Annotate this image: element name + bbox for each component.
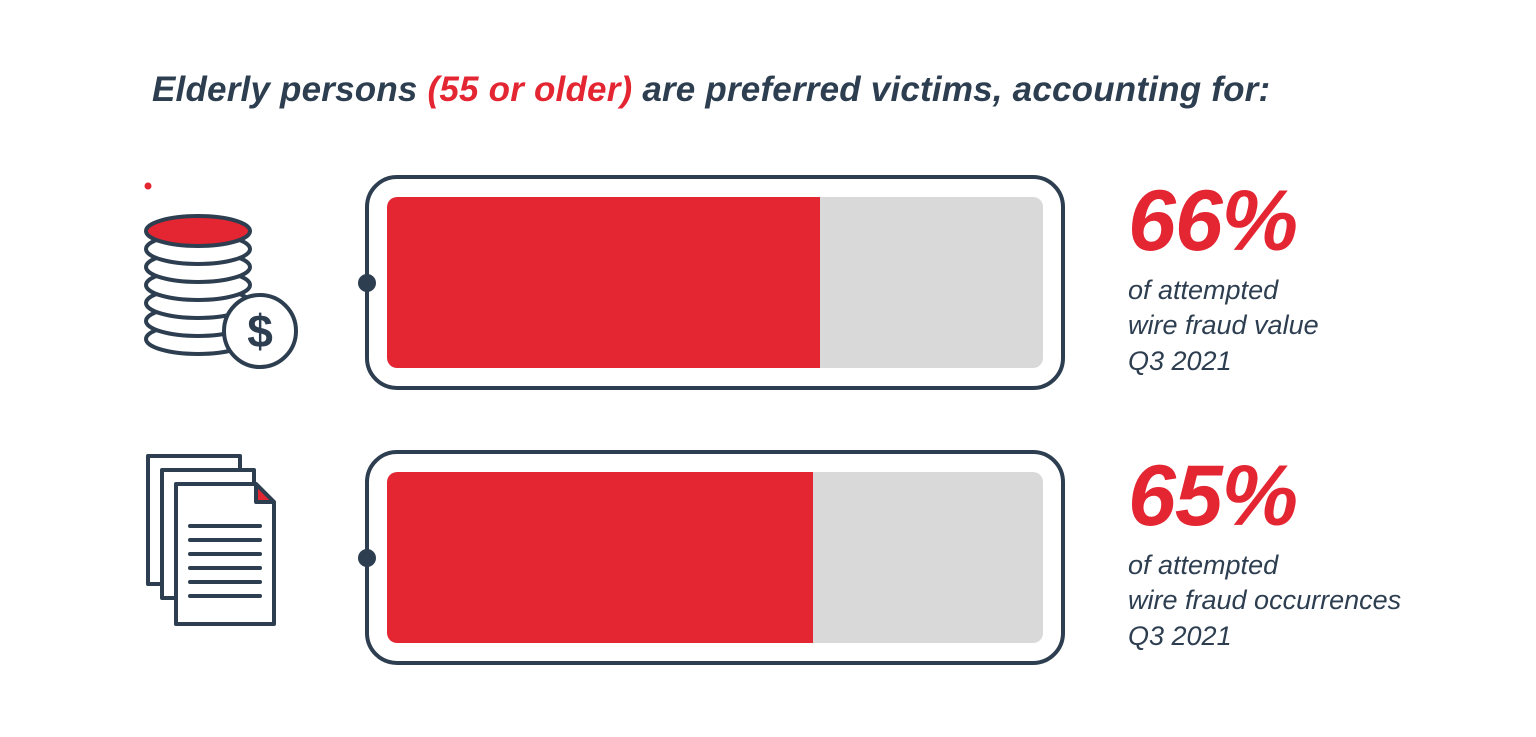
- documents-icon: [140, 452, 312, 634]
- bar-connector-dot: [358, 548, 376, 567]
- stat-percent-value: 66%: [1128, 173, 1298, 269]
- bar-fill-value: [387, 197, 820, 368]
- title-suffix: are preferred victims, accounting for:: [632, 70, 1271, 109]
- coin-stack-dollar-svg: $: [144, 182, 298, 369]
- stat-label-value: of attempted wire fraud value Q3 2021: [1128, 274, 1319, 376]
- stat-percent-occurrences: 65%: [1128, 448, 1298, 544]
- stat-text-occurrences: 65% of attempted wire fraud occurrences …: [1128, 448, 1402, 655]
- stat-label-occurrences: of attempted wire fraud occurrences Q3 2…: [1128, 549, 1402, 651]
- bar-connector-dot: [358, 273, 376, 292]
- stat-text-value: 66% of attempted wire fraud value Q3 202…: [1128, 173, 1319, 380]
- stat-row-wire-fraud-value: $ 66% of attempted wire fraud value Q3 2…: [0, 175, 1536, 390]
- coin-stack-dollar-icon: $: [136, 179, 316, 379]
- progress-bar-value: [358, 175, 1065, 390]
- svg-text:$: $: [247, 305, 273, 357]
- progress-bar-occurrences: [358, 450, 1065, 665]
- title-prefix: Elderly persons: [152, 70, 428, 109]
- bar-fill-occurrences: [387, 472, 814, 643]
- stat-row-wire-fraud-occurrences: 65% of attempted wire fraud occurrences …: [0, 450, 1536, 665]
- documents-svg: [146, 454, 276, 626]
- bar-track: [387, 197, 1043, 368]
- bar-track: [387, 472, 1043, 643]
- page-title: Elderly persons (55 or older) are prefer…: [152, 70, 1270, 110]
- title-highlight: (55 or older): [427, 70, 633, 109]
